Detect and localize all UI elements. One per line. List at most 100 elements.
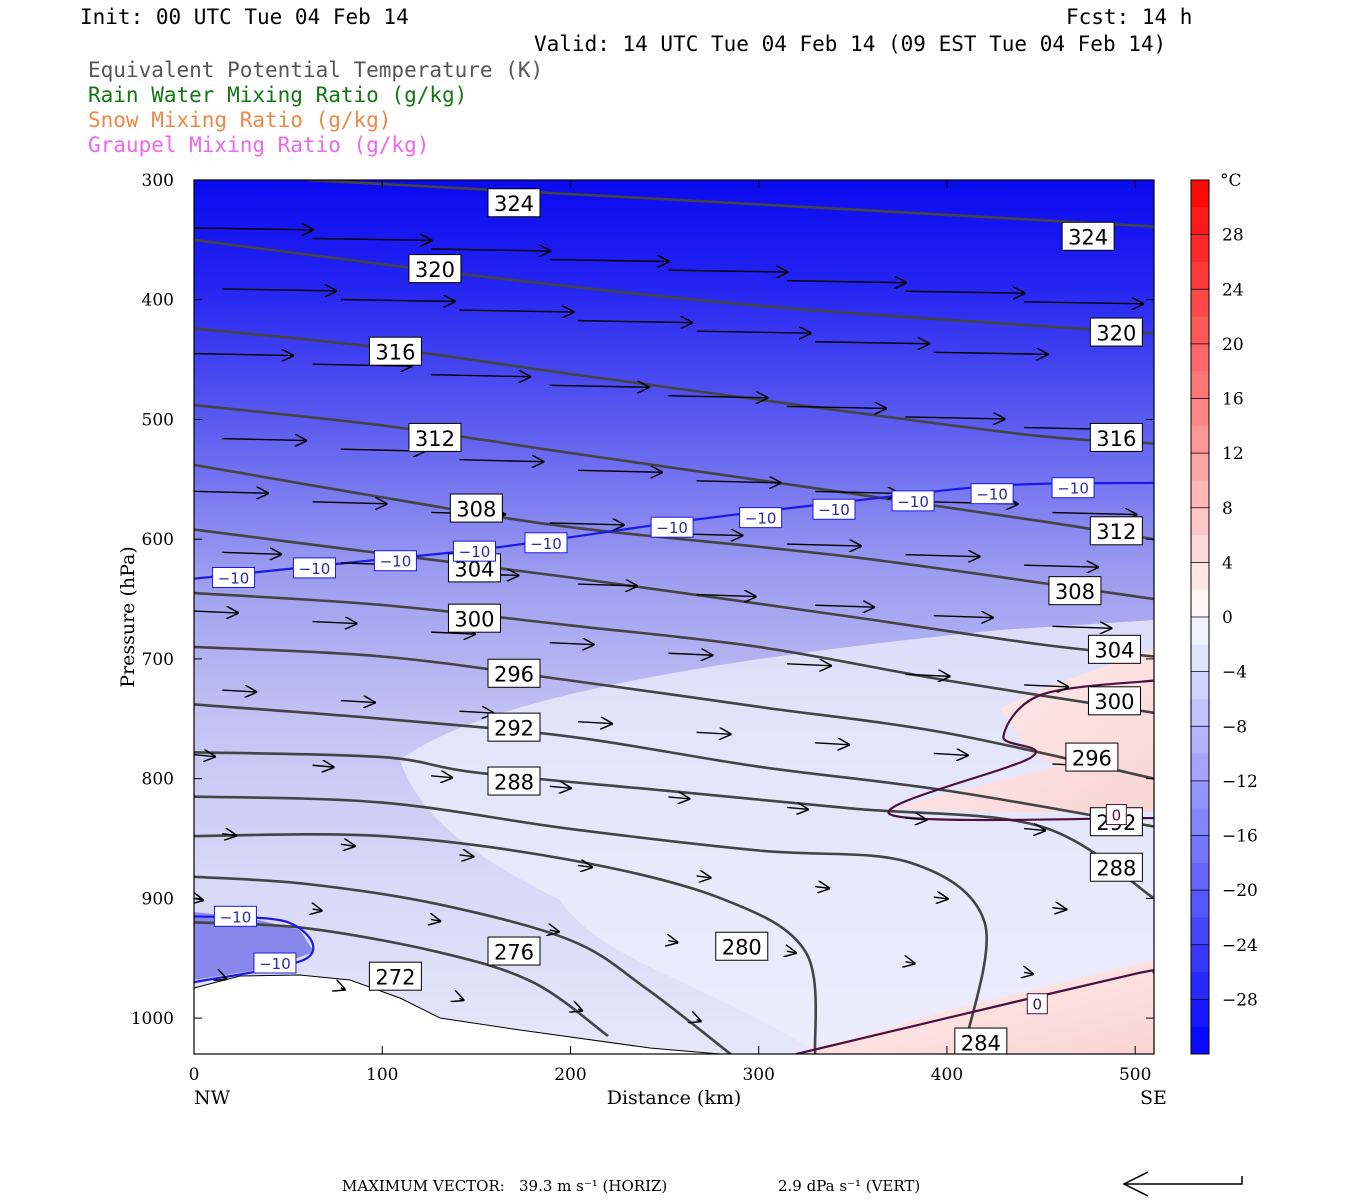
max-vector-horiz: 39.3 m s⁻¹ (HORIZ) [519, 1177, 667, 1195]
theta-e-label-280: 280 [715, 931, 769, 961]
cold-pocket [194, 912, 314, 980]
theta-e-label-288: 288 [487, 766, 541, 796]
theta-e-label-324: 324 [1061, 221, 1115, 251]
svg-text:−10: −10 [530, 535, 562, 553]
x-tick-label: 400 [931, 1065, 963, 1085]
x-tick-label: 500 [1119, 1065, 1151, 1085]
theta-e-label-316: 316 [1089, 422, 1143, 452]
svg-text:320: 320 [415, 258, 455, 282]
svg-text:308: 308 [456, 497, 496, 521]
plot-area: 3243243203203163163123123083083043043003… [194, 180, 1154, 1055]
wind-vector [697, 1020, 702, 1022]
wind-vector [815, 887, 830, 889]
svg-text:−10: −10 [218, 569, 250, 587]
svg-text:−10: −10 [976, 486, 1008, 504]
wind-vector [549, 523, 625, 525]
svg-text:280: 280 [722, 936, 762, 960]
wind-vector [549, 786, 572, 788]
svg-text:300: 300 [454, 608, 494, 632]
colorbar-tick-label: 24 [1222, 280, 1244, 300]
wind-vector [312, 364, 413, 366]
wind-vector [577, 584, 638, 586]
colorbar-tick-label: −16 [1222, 827, 1258, 847]
temperature-label: −10 [970, 483, 1014, 505]
wind-vector [431, 249, 551, 251]
svg-text:0: 0 [1033, 996, 1043, 1014]
colorbar-tick-label: 16 [1222, 390, 1244, 410]
wind-vector [194, 611, 239, 613]
wind-vector [787, 951, 797, 953]
colorbar-tick-label: −12 [1222, 772, 1258, 792]
x-tick-label: 0 [189, 1065, 200, 1085]
svg-text:276: 276 [494, 940, 534, 964]
y-tick-label: 900 [142, 889, 174, 909]
temperature-contour-labels: −10 −10 −10 −10 −10 −10 −10 −10 −10 −10 −10 −10 −10 0… [212, 477, 1127, 1015]
wind-vector [222, 690, 257, 692]
svg-text:−10: −10 [818, 501, 850, 519]
theta-e-contour-284 [194, 795, 988, 1043]
wind-vector [194, 228, 314, 230]
y-tick-label: 500 [142, 410, 174, 430]
svg-text:−10: −10 [380, 553, 412, 571]
colorbar-tick-label: −8 [1222, 717, 1247, 737]
wind-vector [1052, 908, 1067, 910]
wind-vector [815, 743, 850, 745]
wind-vector [194, 491, 269, 493]
temperature-label: −10 [452, 540, 496, 562]
temperature-label: −10 [891, 490, 935, 512]
warm-region-lower [800, 960, 1154, 1054]
wind-vector [550, 930, 560, 932]
theta-e-label-292: 292 [487, 712, 541, 742]
wind-vector [340, 300, 456, 302]
svg-text:272: 272 [375, 966, 415, 990]
wind-vector [431, 632, 476, 634]
wind-vector [815, 605, 875, 607]
wind-vector [815, 342, 930, 344]
wind-vector [341, 988, 346, 990]
mid-light-region [400, 620, 1154, 1054]
init-text: Init: 00 UTC Tue 04 Feb 14 [80, 5, 409, 29]
y-axis: 300 400 500 600 700 800 900 1000 [131, 171, 1154, 1029]
svg-text:−10: −10 [745, 510, 777, 528]
svg-text:324: 324 [1068, 226, 1108, 250]
temperature-label: −10 [739, 507, 783, 529]
theta-e-label-300: 300 [447, 603, 501, 633]
theta-e-label-304: 304 [1087, 634, 1141, 664]
wind-vector [905, 818, 928, 820]
valid-time-text: Valid: 14 UTC Tue 04 Feb 14 (09 EST Tue … [534, 32, 1166, 56]
svg-text:296: 296 [494, 663, 534, 687]
wind-vector [933, 352, 1049, 354]
colorbar-tick-label: −20 [1222, 881, 1258, 901]
plot-frame [193, 179, 1155, 1055]
wind-vector [459, 998, 464, 1000]
theta-e-label-308: 308 [1048, 576, 1102, 606]
colorbar-tick-label: −28 [1222, 990, 1258, 1010]
x-tick-label: 200 [554, 1065, 586, 1085]
wind-vector [933, 753, 969, 755]
wind-vector [668, 653, 713, 655]
temperature-label: 0 [1105, 804, 1127, 826]
theta-e-label-276: 276 [487, 936, 541, 966]
svg-text:284: 284 [961, 1031, 1001, 1055]
wind-vector [786, 544, 862, 546]
wind-vector [312, 622, 358, 624]
x-tick-label: 100 [366, 1065, 398, 1085]
wind-vector [194, 354, 294, 356]
wind-vector [549, 643, 595, 645]
wind-vector [549, 260, 670, 262]
wind-vector [1052, 626, 1112, 628]
wind-vector [905, 417, 1006, 419]
x-axis: 0 100 200 300 400 500 [189, 180, 1151, 1085]
wind-vector [577, 321, 693, 323]
wind-vector [786, 664, 832, 666]
x-axis-right-end: SE [1140, 1087, 1167, 1109]
svg-text:324: 324 [494, 192, 534, 216]
svg-text:288: 288 [494, 770, 534, 794]
x-axis-title: Distance (km) [607, 1087, 742, 1109]
svg-text:−10: −10 [459, 543, 491, 561]
theta-e-label-320: 320 [408, 254, 462, 284]
wind-vector [577, 470, 663, 472]
wind-vector [312, 765, 335, 767]
theta-e-label-312: 312 [408, 422, 462, 452]
wind-vector [1024, 685, 1069, 687]
